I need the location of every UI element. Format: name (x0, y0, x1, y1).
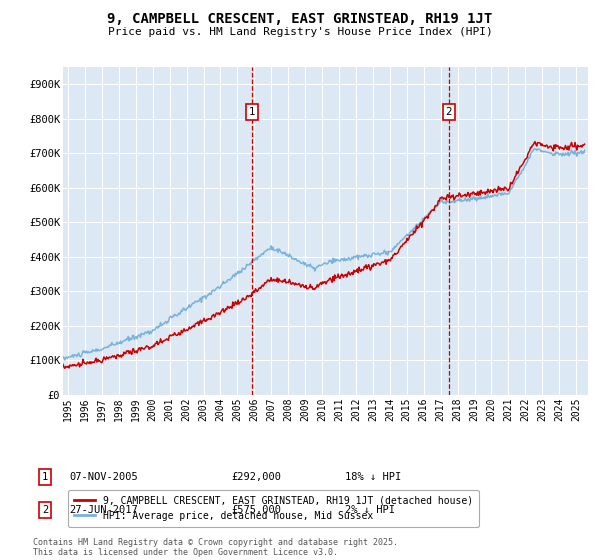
Text: £575,000: £575,000 (231, 505, 281, 515)
Text: Contains HM Land Registry data © Crown copyright and database right 2025.
This d: Contains HM Land Registry data © Crown c… (33, 538, 398, 557)
Text: 27-JUN-2017: 27-JUN-2017 (69, 505, 138, 515)
Text: Price paid vs. HM Land Registry's House Price Index (HPI): Price paid vs. HM Land Registry's House … (107, 27, 493, 37)
Text: 1: 1 (42, 472, 48, 482)
Text: 07-NOV-2005: 07-NOV-2005 (69, 472, 138, 482)
Text: £292,000: £292,000 (231, 472, 281, 482)
Legend: 9, CAMPBELL CRESCENT, EAST GRINSTEAD, RH19 1JT (detached house), HPI: Average pr: 9, CAMPBELL CRESCENT, EAST GRINSTEAD, RH… (68, 490, 479, 527)
Text: 2% ↓ HPI: 2% ↓ HPI (345, 505, 395, 515)
Text: 9, CAMPBELL CRESCENT, EAST GRINSTEAD, RH19 1JT: 9, CAMPBELL CRESCENT, EAST GRINSTEAD, RH… (107, 12, 493, 26)
Text: 18% ↓ HPI: 18% ↓ HPI (345, 472, 401, 482)
Text: 2: 2 (42, 505, 48, 515)
Text: 1: 1 (248, 107, 255, 117)
Text: 2: 2 (445, 107, 452, 117)
